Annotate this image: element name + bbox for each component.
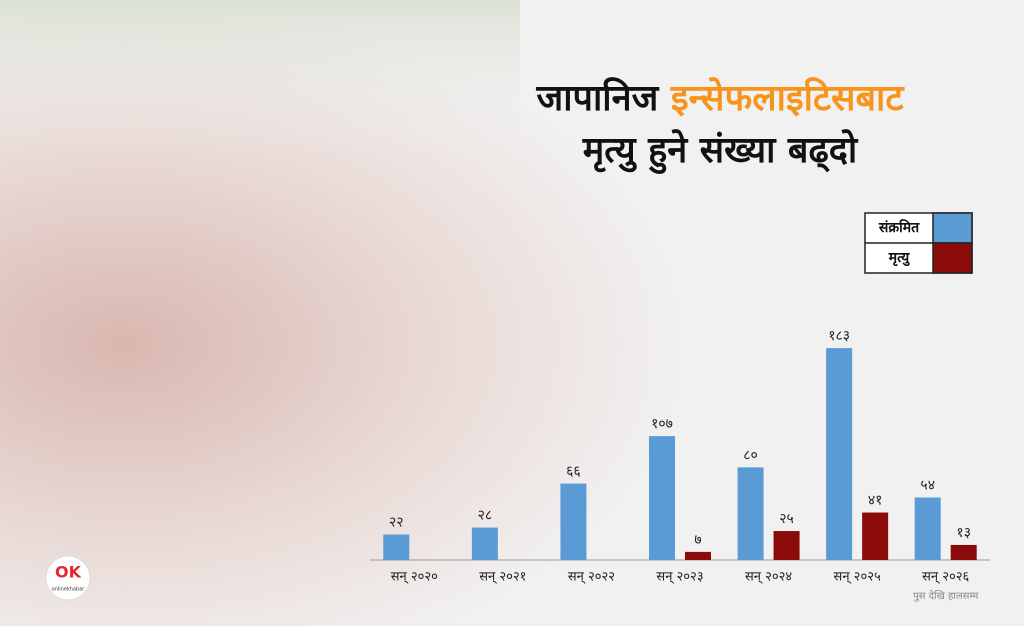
x-tick-label: सन् २०२५ [834,570,881,585]
title-part: जापानिज [536,77,660,119]
x-tick-label: सन् २०२० [391,570,438,585]
logo: OK onlinekhabar [45,555,91,601]
x-tick-label: सन् २०२२ [568,570,615,585]
value-label: ६६ [566,464,581,480]
bar [737,467,764,560]
bar [649,436,675,560]
value-label: १०७ [651,416,673,432]
chart-title: मृत्यु हुने संख्या बढ्दो [582,129,859,174]
bar [560,483,587,560]
value-label: ४१ [868,493,883,509]
logo-badge [45,555,91,601]
logo-text: onlinekhabar [52,587,86,593]
value-label: २८ [478,508,493,524]
bar [383,534,410,560]
value-label: ८० [743,447,758,463]
legend-label: मृत्यु [888,250,911,267]
value-label: १८३ [828,328,850,344]
x-tick-label: सन् २०२३ [656,570,703,585]
bar [862,512,889,560]
bar [826,348,853,560]
value-label: ५४ [920,477,935,493]
bar [685,551,711,560]
annotation: पुस देखि हालसम्म [913,590,979,602]
chart-title: जापानिज इन्सेफलाइटिसबाट [536,77,906,119]
title-part: मृत्यु हुने संख्या बढ्दो [582,129,859,174]
legend-swatch [932,212,973,244]
value-label: ७ [694,532,701,548]
legend-swatch [932,242,973,274]
bar [471,527,498,560]
logo-mark: OK [55,563,82,582]
background-tint [0,0,520,626]
x-tick-label: सन् २०२६ [922,570,969,585]
bar [914,497,941,560]
x-tick-label: सन् २०२४ [745,570,792,585]
value-label: २२ [389,515,404,531]
bar [950,544,977,560]
value-label: १३ [956,525,971,541]
legend-label: संक्रमित [878,219,920,236]
value-label: २५ [779,511,794,527]
title-part: इन्सेफलाइटिसबाट [670,77,905,119]
bar [773,531,800,560]
x-tick-label: सन् २०२१ [479,570,526,585]
